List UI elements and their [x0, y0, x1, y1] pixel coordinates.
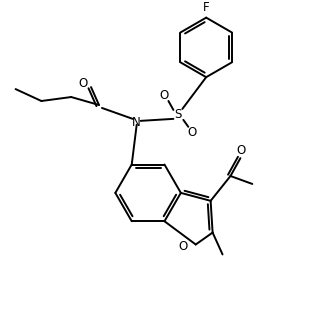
Text: O: O [179, 240, 188, 253]
Text: N: N [132, 116, 141, 129]
Text: S: S [175, 108, 182, 122]
Text: O: O [237, 144, 246, 157]
Text: O: O [188, 126, 197, 139]
Text: O: O [78, 77, 88, 90]
Text: F: F [203, 1, 210, 14]
Text: O: O [160, 89, 169, 102]
